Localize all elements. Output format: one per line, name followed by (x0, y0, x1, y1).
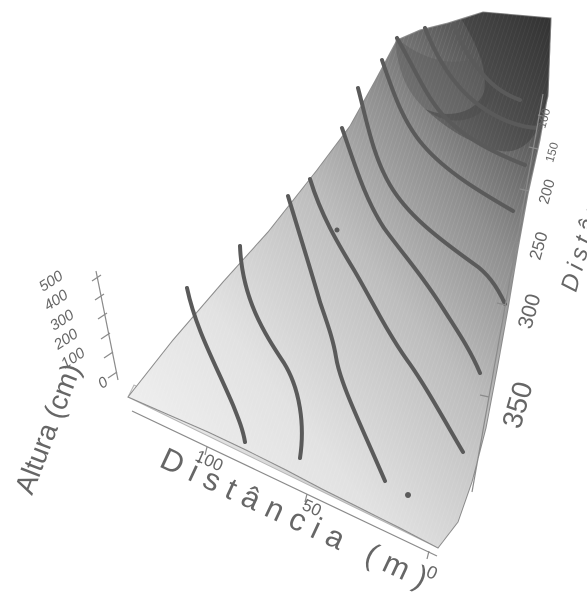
z-tick-label-0: 0 (95, 373, 112, 392)
contour-lines (185, 22, 542, 483)
contour-line-6 (356, 86, 507, 306)
right-tick-300 (496, 302, 507, 306)
z-tick-500 (91, 274, 102, 282)
z-axis: 500 400 300 200 100 0 Altura (cm) (9, 267, 119, 498)
contour-dot (334, 227, 340, 233)
contour-line-5 (340, 126, 482, 375)
front-axis-line (131, 410, 438, 557)
contour-line-3 (286, 194, 387, 483)
right-tick-150 (528, 146, 539, 150)
z-tick-400 (94, 293, 105, 301)
right-tick-350 (479, 394, 490, 398)
terrain-surface (127, 11, 552, 549)
front-tick-50 (304, 493, 308, 503)
z-ticks (91, 274, 118, 379)
front-tick-0 (426, 550, 430, 560)
z-tick-0 (107, 371, 118, 379)
contour-line-8 (395, 36, 527, 167)
z-axis-title: Altura (cm) (9, 359, 87, 498)
surface-texture (128, 12, 551, 548)
contour-line-1 (185, 286, 247, 444)
right-tick-label-200: 200 (536, 177, 559, 206)
z-tick-200 (100, 332, 111, 340)
right-tick-label-150: 150 (542, 140, 561, 163)
contour-dot (405, 492, 411, 498)
front-axis-ticks (204, 446, 430, 560)
right-tick-250 (509, 240, 520, 244)
right-tick-label-250: 250 (526, 230, 552, 263)
right-tick-label-350: 350 (496, 378, 539, 431)
z-axis-line (95, 270, 119, 381)
right-tick-label-300: 300 (514, 291, 546, 331)
right-axis-ticks (479, 114, 548, 398)
front-tick-100 (204, 446, 208, 456)
contour-line-10 (452, 22, 522, 102)
z-tick-labels: 500 400 300 200 100 0 (36, 267, 112, 392)
right-axis-title: Distância (m) (556, 89, 587, 295)
terrain-ridge-highlight (395, 37, 494, 121)
contour-line-7 (380, 58, 515, 213)
contour-line-4 (308, 177, 465, 454)
right-tick-100 (537, 114, 548, 118)
contour-artifacts (334, 227, 411, 498)
right-tick-200 (519, 188, 530, 192)
right-axis-line (471, 93, 544, 493)
right-tick-label-100: 100 (534, 106, 553, 129)
z-tick-100 (103, 351, 114, 359)
contour-line-9 (423, 26, 542, 130)
z-tick-300 (97, 312, 108, 320)
contour-line-2 (238, 244, 304, 460)
